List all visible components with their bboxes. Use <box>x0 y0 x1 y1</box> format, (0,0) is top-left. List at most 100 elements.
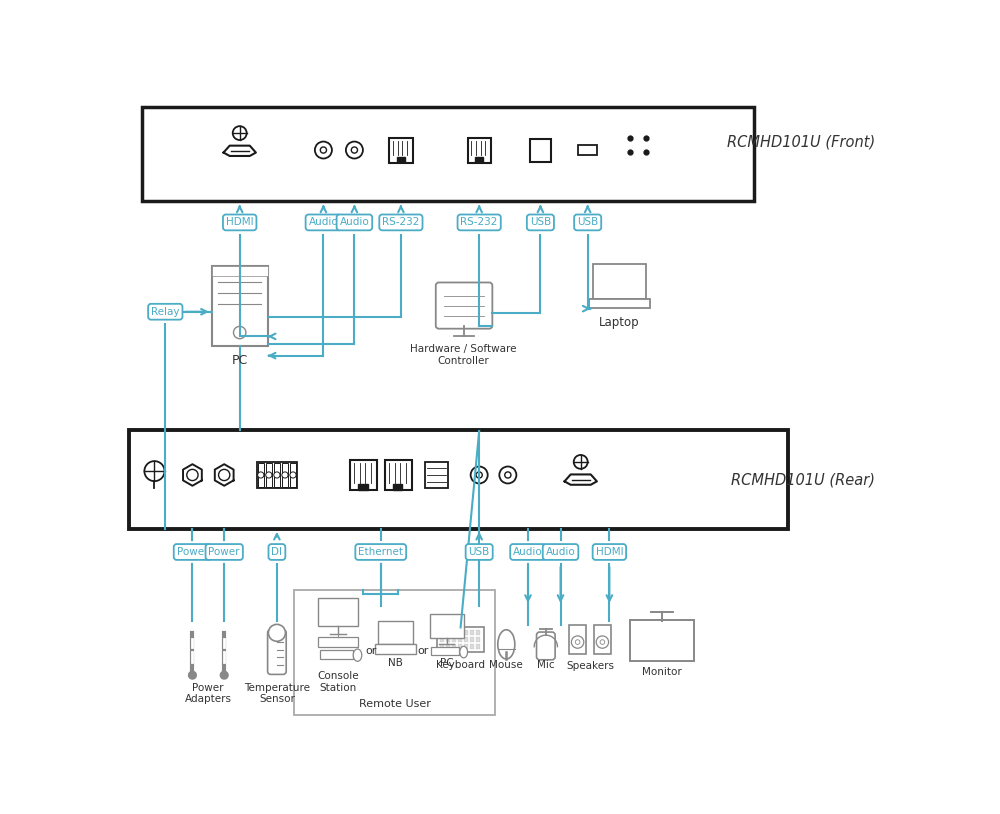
FancyBboxPatch shape <box>129 431 788 529</box>
Text: Temperature
Sensor: Temperature Sensor <box>244 683 310 704</box>
Text: PC: PC <box>232 354 248 367</box>
Circle shape <box>189 672 196 679</box>
FancyBboxPatch shape <box>425 462 448 488</box>
Text: Power: Power <box>177 547 208 557</box>
FancyBboxPatch shape <box>290 463 296 487</box>
FancyBboxPatch shape <box>431 647 459 655</box>
Circle shape <box>571 636 584 648</box>
Text: Keyboard: Keyboard <box>436 660 485 670</box>
Text: Remote User: Remote User <box>359 699 431 709</box>
FancyBboxPatch shape <box>430 614 464 638</box>
FancyBboxPatch shape <box>452 637 456 642</box>
FancyBboxPatch shape <box>436 282 492 329</box>
FancyBboxPatch shape <box>470 630 474 635</box>
FancyBboxPatch shape <box>458 637 462 642</box>
Circle shape <box>220 672 228 679</box>
Circle shape <box>499 466 516 484</box>
Circle shape <box>282 472 288 478</box>
Polygon shape <box>397 157 405 162</box>
Text: NB: NB <box>388 659 403 668</box>
FancyBboxPatch shape <box>378 621 413 645</box>
FancyBboxPatch shape <box>452 630 456 635</box>
FancyBboxPatch shape <box>266 463 272 487</box>
FancyBboxPatch shape <box>452 644 456 649</box>
Circle shape <box>268 624 285 641</box>
FancyBboxPatch shape <box>318 598 358 626</box>
FancyBboxPatch shape <box>537 632 555 660</box>
FancyBboxPatch shape <box>458 630 462 635</box>
FancyBboxPatch shape <box>476 630 480 635</box>
Text: Console
Station: Console Station <box>317 672 359 693</box>
Text: or: or <box>418 646 429 655</box>
FancyBboxPatch shape <box>593 264 646 300</box>
FancyBboxPatch shape <box>589 300 650 308</box>
Circle shape <box>351 147 358 153</box>
FancyBboxPatch shape <box>578 145 597 155</box>
Ellipse shape <box>498 630 515 659</box>
FancyBboxPatch shape <box>212 265 268 347</box>
FancyBboxPatch shape <box>350 461 377 489</box>
Polygon shape <box>215 464 234 486</box>
FancyBboxPatch shape <box>320 650 353 659</box>
Circle shape <box>505 472 511 478</box>
Circle shape <box>266 472 272 478</box>
Text: or: or <box>366 646 377 655</box>
Polygon shape <box>475 157 483 162</box>
Polygon shape <box>224 146 256 156</box>
Circle shape <box>596 636 609 648</box>
Polygon shape <box>183 464 202 486</box>
FancyBboxPatch shape <box>476 637 480 642</box>
Text: HDMI: HDMI <box>226 217 254 227</box>
Text: HDMI: HDMI <box>596 547 623 557</box>
FancyBboxPatch shape <box>470 644 474 649</box>
Text: Laptop: Laptop <box>599 317 640 330</box>
FancyBboxPatch shape <box>464 630 468 635</box>
FancyBboxPatch shape <box>464 637 468 642</box>
Circle shape <box>476 472 482 478</box>
FancyBboxPatch shape <box>440 644 444 649</box>
FancyBboxPatch shape <box>594 625 611 654</box>
Circle shape <box>600 640 605 645</box>
FancyBboxPatch shape <box>385 461 412 489</box>
Text: RCMHD101U (Front): RCMHD101U (Front) <box>727 135 875 150</box>
Circle shape <box>219 470 230 480</box>
FancyBboxPatch shape <box>375 645 416 654</box>
Text: Mouse: Mouse <box>489 660 523 670</box>
Text: Audio: Audio <box>340 217 369 227</box>
Circle shape <box>471 466 488 484</box>
Circle shape <box>575 640 580 645</box>
Circle shape <box>234 326 246 339</box>
FancyBboxPatch shape <box>468 138 491 163</box>
Circle shape <box>346 142 363 159</box>
Ellipse shape <box>353 649 362 661</box>
Circle shape <box>233 126 247 140</box>
FancyBboxPatch shape <box>268 630 286 675</box>
FancyBboxPatch shape <box>530 139 551 162</box>
FancyBboxPatch shape <box>440 637 444 642</box>
FancyBboxPatch shape <box>458 644 462 649</box>
Text: Power
Adapters: Power Adapters <box>184 683 231 704</box>
FancyBboxPatch shape <box>569 625 586 654</box>
Text: USB: USB <box>469 547 490 557</box>
Text: Monitor: Monitor <box>642 667 682 677</box>
FancyBboxPatch shape <box>440 630 444 635</box>
FancyBboxPatch shape <box>446 637 450 642</box>
Text: DI: DI <box>271 547 282 557</box>
Text: Power: Power <box>208 547 240 557</box>
Text: Relay: Relay <box>151 307 180 317</box>
FancyBboxPatch shape <box>437 628 484 652</box>
Text: Speakers: Speakers <box>566 661 614 672</box>
Circle shape <box>274 472 280 478</box>
FancyBboxPatch shape <box>282 463 288 487</box>
Text: USB: USB <box>530 217 551 227</box>
FancyBboxPatch shape <box>258 463 264 487</box>
FancyBboxPatch shape <box>464 644 468 649</box>
Circle shape <box>144 461 165 481</box>
Text: USB: USB <box>577 217 598 227</box>
FancyBboxPatch shape <box>257 462 297 488</box>
Ellipse shape <box>460 646 468 658</box>
FancyBboxPatch shape <box>470 637 474 642</box>
FancyBboxPatch shape <box>630 619 694 661</box>
FancyBboxPatch shape <box>294 590 495 716</box>
FancyBboxPatch shape <box>142 107 754 201</box>
